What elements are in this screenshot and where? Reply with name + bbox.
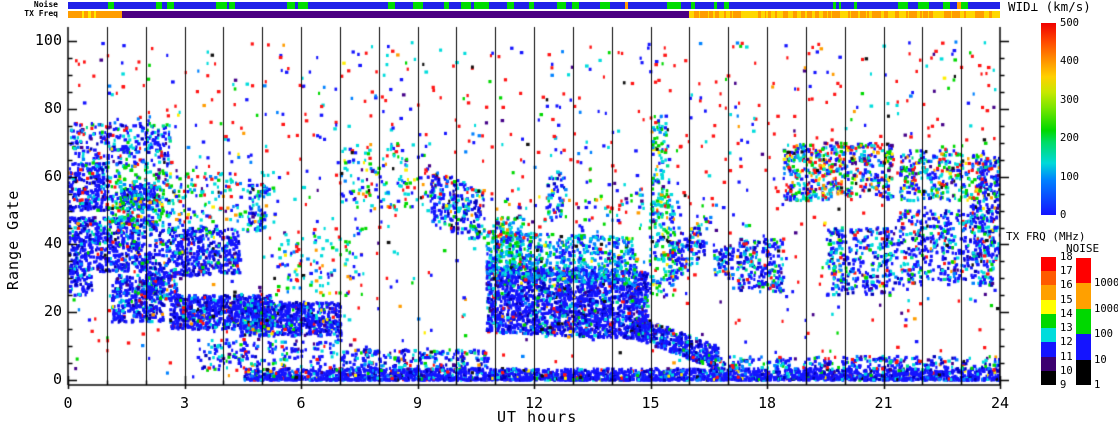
txfrq-bar-block xyxy=(1041,270,1056,286)
noise-tick-label: 100 xyxy=(1094,328,1113,341)
txfrq-bar-block xyxy=(1041,313,1056,329)
noise-bar-block xyxy=(1076,257,1091,284)
tx-frq-tick-label: 12 xyxy=(1060,336,1073,349)
wid-tick-label: 400 xyxy=(1060,55,1079,68)
x-tick-label: 18 xyxy=(757,394,777,412)
tx-frq-legend-title: TX FRQ (MHz) xyxy=(1006,230,1086,243)
noise-bar-block xyxy=(1076,359,1091,385)
txfrq-bar-block xyxy=(1041,299,1056,314)
tx-frq-tick-label: 10 xyxy=(1060,364,1073,377)
noise-colorbar xyxy=(1076,257,1091,385)
noise-tick-label: 1000 xyxy=(1094,302,1118,315)
tx-frq-tick-label: 18 xyxy=(1060,251,1073,263)
y-tick-label: 40 xyxy=(43,234,62,253)
y-tick-label: 0 xyxy=(52,369,62,388)
tx-frq-tick-label: 14 xyxy=(1060,307,1073,320)
noise-bar-block xyxy=(1076,308,1091,335)
y-tick-label: 60 xyxy=(43,166,62,185)
tx-frq-tick-label: 9 xyxy=(1060,379,1067,391)
y-tick-label: 80 xyxy=(43,99,62,118)
tx-frq-tick-label: 11 xyxy=(1060,350,1073,363)
noise-tick-label: 10 xyxy=(1094,353,1107,366)
txfrq-bar-block xyxy=(1041,284,1056,300)
wid-legend-title: WID⊥ (km/s) xyxy=(1008,0,1091,14)
x-tick-label: 12 xyxy=(524,394,544,412)
x-tick-label: 15 xyxy=(641,394,660,412)
txfrq-bar-block xyxy=(1041,327,1056,343)
wid-tick-label: 300 xyxy=(1060,93,1079,106)
txfrq-bar-block xyxy=(1041,370,1056,385)
y-tick-label: 100 xyxy=(34,31,62,50)
noise-tick-label: 10000 xyxy=(1094,277,1118,290)
tx-frq-tick-label: 16 xyxy=(1060,279,1073,292)
x-tick-label: 21 xyxy=(874,394,893,412)
x-axis-title: UT hours xyxy=(497,408,578,426)
wid-tick-label: 100 xyxy=(1060,170,1079,183)
noise-legend-title: NOISE xyxy=(1066,242,1100,255)
x-tick-label: 3 xyxy=(179,394,190,412)
noise-bar-block xyxy=(1076,282,1091,309)
tx-frq-tick-label: 17 xyxy=(1060,265,1073,278)
wid-colorbar xyxy=(1041,23,1056,215)
wid-tick-label: 500 xyxy=(1060,17,1079,29)
wid-tick-label: 0 xyxy=(1060,209,1067,221)
tx-frq-tick-label: 13 xyxy=(1060,322,1073,335)
x-tick-label: 9 xyxy=(412,394,423,412)
noise-bar-block xyxy=(1076,333,1091,360)
txfrq-bar-block xyxy=(1041,256,1056,272)
wid-tick-label: 200 xyxy=(1060,132,1079,145)
noise-tick-label: 1 xyxy=(1094,379,1101,391)
x-tick-label: 0 xyxy=(63,394,73,412)
y-tick-label: 20 xyxy=(43,302,62,321)
x-tick-label: 6 xyxy=(296,394,306,412)
tx-frq-colorbar xyxy=(1041,256,1056,385)
x-tick-label: 24 xyxy=(990,394,1010,412)
txfrq-bar-block xyxy=(1041,356,1056,371)
tx-frq-tick-label: 15 xyxy=(1060,293,1073,306)
txfrq-bar-block xyxy=(1041,341,1056,357)
